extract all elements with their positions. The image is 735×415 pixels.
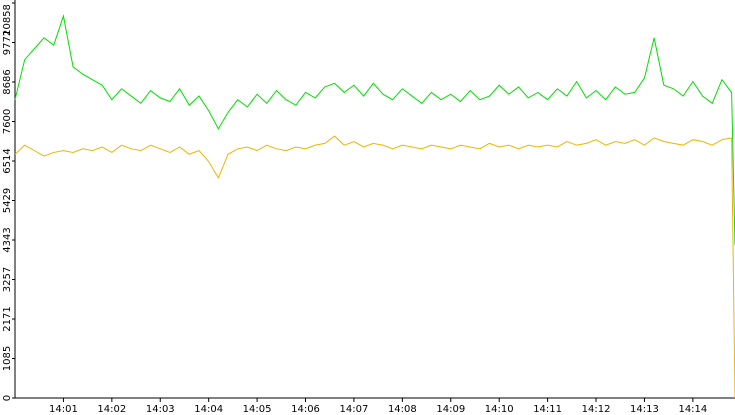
x-tick-label: 14:05 [243,404,272,415]
y-tick-label: 5429 [2,188,13,213]
x-tick-label: 14:08 [388,404,417,415]
x-tick-label: 14:12 [582,404,611,415]
y-tick-label: 2171 [2,306,13,331]
y-tick-label: 4343 [2,227,13,252]
y-tick-label: 3257 [2,267,13,292]
x-tick-label: 14:07 [340,404,369,415]
y-tick-label: 7600 [2,109,13,134]
x-tick-label: 14:14 [678,404,707,415]
y-tick-label: 1085 [2,346,13,371]
x-tick-label: 14:03 [146,404,175,415]
x-tick-label: 14:10 [485,404,514,415]
y-tick-label: 10858 [2,4,13,36]
x-tick-label: 14:09 [436,404,465,415]
y-tick-label: 8686 [2,69,13,94]
series-line [14,135,735,399]
y-tick-label: 6514 [2,148,13,173]
series-line [14,14,735,246]
x-tick-label: 14:13 [630,404,659,415]
x-tick-label: 14:02 [97,404,126,415]
x-tick-label: 14:11 [533,404,562,415]
y-tick-label: 9772 [2,30,13,55]
y-tick-label: 0 [2,395,13,401]
x-tick-label: 14:04 [194,404,223,415]
x-tick-label: 14:06 [291,404,320,415]
x-tick-label: 14:01 [49,404,78,415]
